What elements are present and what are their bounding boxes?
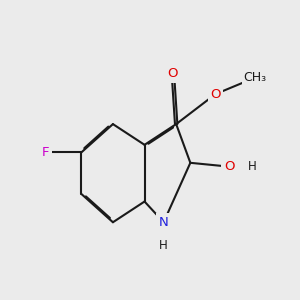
Text: N: N <box>159 216 169 229</box>
Text: H: H <box>159 238 168 252</box>
Text: H: H <box>248 160 256 173</box>
Text: O: O <box>210 88 221 100</box>
Text: O: O <box>168 68 178 80</box>
Text: F: F <box>42 146 49 159</box>
Text: CH₃: CH₃ <box>243 71 266 84</box>
Text: O: O <box>224 160 234 173</box>
